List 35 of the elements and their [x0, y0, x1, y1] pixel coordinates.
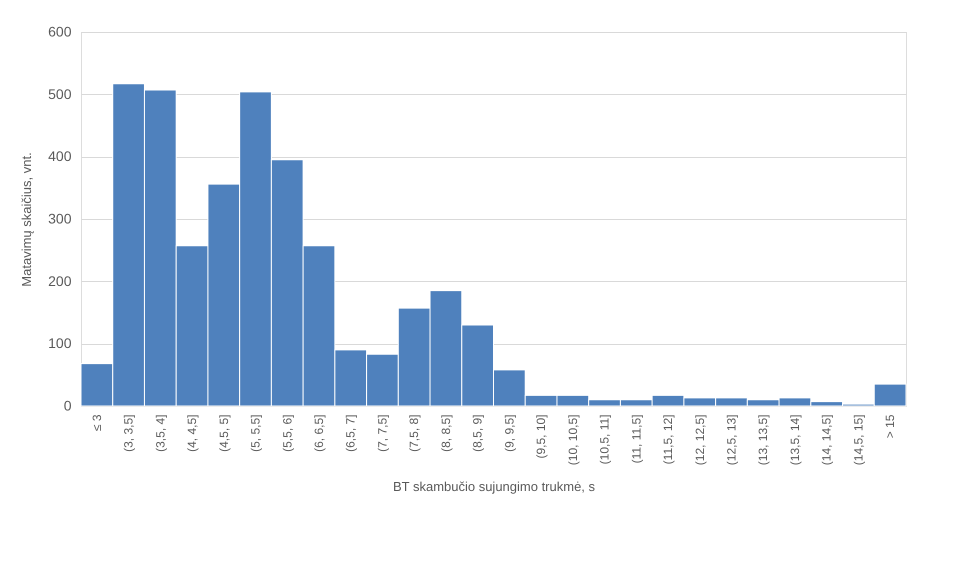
x-tick-label: (7, 7,5] — [375, 414, 390, 452]
x-tick-label: (10,5, 11] — [598, 414, 612, 464]
x-tick-label: (3,5, 4] — [153, 414, 168, 452]
x-tick-label: (12, 12,5] — [692, 414, 707, 466]
x-tick-label: (11,5, 12] — [661, 414, 676, 464]
x-tick-label: (5, 5,5] — [248, 414, 263, 452]
x-tick-label: (3, 3,5] — [122, 414, 136, 452]
x-tick-label: (11, 11,5] — [629, 414, 644, 464]
x-tick-label: (8,5, 9] — [470, 414, 485, 452]
x-tick-label: (9, 9,5] — [502, 414, 516, 452]
y-tick-label: 600 — [48, 24, 72, 40]
x-tick-label: (8, 8,5] — [438, 414, 453, 452]
x-tick-label: (4, 4,5] — [185, 414, 200, 452]
y-tick-label: 500 — [48, 86, 72, 102]
x-tick-label: (7,5, 8] — [407, 414, 422, 452]
x-tick-label: (14,5, 15] — [851, 414, 866, 466]
y-axis-title: Matavimų skaičius, vnt. — [19, 152, 34, 287]
x-tick-label: (13, 13,5] — [756, 414, 770, 466]
x-tick-label: (6, 6,5] — [312, 414, 326, 452]
y-tick-label: 0 — [64, 398, 72, 414]
x-tick-label: ≤ 3 — [90, 414, 104, 432]
y-tick-label: 400 — [48, 148, 72, 164]
y-tick-label: 200 — [48, 272, 72, 289]
x-tick-label: (6,5, 7] — [344, 414, 358, 452]
x-tick-label: (12,5, 13] — [724, 414, 738, 466]
x-tick-label: (4,5, 5] — [216, 414, 231, 452]
x-tick-label: > 15 — [883, 414, 898, 438]
x-tick-label: (5,5, 6] — [280, 414, 294, 452]
y-tick-label: 100 — [48, 335, 72, 352]
x-tick-label: (13,5, 14] — [788, 414, 802, 466]
y-tick-label: 300 — [48, 210, 72, 226]
x-tick-label: (14, 14,5] — [820, 414, 834, 466]
x-axis-title: BT skambučio sujungimo trukmė, s — [392, 479, 596, 494]
x-tick-label: (10, 10,5] — [566, 414, 580, 466]
x-tick-label: (9,5, 10] — [534, 414, 548, 459]
